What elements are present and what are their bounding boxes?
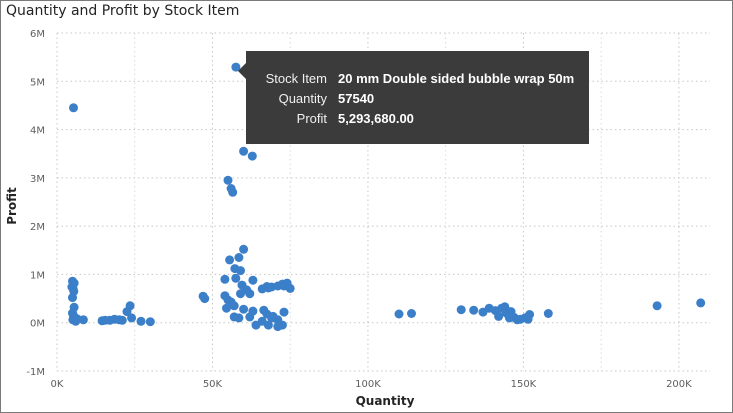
x-tick-label: 150K xyxy=(511,379,537,390)
data-point[interactable] xyxy=(248,275,258,285)
data-point[interactable] xyxy=(543,309,553,318)
data-point[interactable] xyxy=(523,314,533,324)
tooltip-label: Stock Item xyxy=(265,71,327,86)
data-point[interactable] xyxy=(245,312,255,322)
data-point[interactable] xyxy=(251,320,261,330)
data-point[interactable] xyxy=(236,266,245,276)
tooltip-label: Profit xyxy=(296,111,327,126)
chart-title: Quantity and Profit by Stock Item xyxy=(6,3,240,19)
data-point[interactable] xyxy=(117,315,127,325)
data-point[interactable] xyxy=(228,187,238,197)
data-point[interactable] xyxy=(200,294,210,304)
data-point[interactable] xyxy=(279,307,289,317)
y-tick-label: -1M xyxy=(26,367,45,378)
data-point[interactable] xyxy=(127,313,137,323)
data-point[interactable] xyxy=(220,274,230,284)
tooltip-arrow xyxy=(238,63,246,79)
y-tick-label: 5M xyxy=(30,77,45,88)
y-tick-label: 2M xyxy=(30,222,45,233)
tooltip-label: Quantity xyxy=(278,91,327,106)
data-point[interactable] xyxy=(268,311,278,321)
data-point[interactable] xyxy=(277,320,287,330)
y-tick-label: 6M xyxy=(30,29,45,40)
data-point[interactable] xyxy=(234,253,244,262)
data-point[interactable] xyxy=(407,309,416,318)
x-tick-label: 200K xyxy=(666,379,692,390)
y-axis-tick-labels: -1M 0M 1M 2M 3M 4M 5M 6M xyxy=(26,29,45,378)
data-point[interactable] xyxy=(136,316,146,326)
tooltip-value: 20 mm Double sided bubble wrap 50m xyxy=(338,71,575,86)
data-point[interactable] xyxy=(68,293,77,303)
x-axis-tick-labels: 0K 50K 100K 150K 200K xyxy=(51,379,693,390)
y-axis-label: Profit xyxy=(5,187,19,225)
data-point[interactable] xyxy=(239,304,249,314)
tooltip-row-stock-item: Stock Item 20 mm Double sided bubble wra… xyxy=(246,69,589,89)
x-axis-label: Quantity xyxy=(356,394,415,408)
gridlines xyxy=(56,32,710,372)
data-point[interactable] xyxy=(279,281,289,291)
data-point[interactable] xyxy=(469,305,479,315)
y-tick-label: 1M xyxy=(30,270,45,281)
tooltip-value: 57540 xyxy=(338,91,375,106)
data-point[interactable] xyxy=(223,175,233,185)
tooltip-row-quantity: Quantity 57540 xyxy=(246,89,589,109)
data-point[interactable] xyxy=(652,301,662,311)
data-points xyxy=(67,62,706,332)
data-point[interactable] xyxy=(456,305,466,315)
data-point[interactable] xyxy=(494,311,504,321)
data-point[interactable] xyxy=(239,146,249,156)
data-point[interactable] xyxy=(263,320,273,330)
y-tick-label: 4M xyxy=(30,126,45,137)
data-point[interactable] xyxy=(696,298,706,308)
data-point[interactable] xyxy=(236,289,245,299)
data-point[interactable] xyxy=(69,103,78,113)
y-tick-label: 0M xyxy=(30,319,45,330)
data-point[interactable] xyxy=(239,244,249,254)
data-point[interactable] xyxy=(78,315,88,325)
data-point[interactable] xyxy=(231,273,241,283)
data-point[interactable] xyxy=(263,283,273,293)
data-point-tooltip: Stock Item 20 mm Double sided bubble wra… xyxy=(238,51,589,144)
data-point[interactable] xyxy=(394,309,404,319)
data-point[interactable] xyxy=(225,255,235,265)
data-point[interactable] xyxy=(247,151,257,161)
data-point[interactable] xyxy=(234,313,244,323)
data-point[interactable] xyxy=(125,301,135,311)
x-tick-label: 50K xyxy=(203,379,223,390)
y-tick-label: 3M xyxy=(30,174,45,185)
data-point[interactable] xyxy=(145,317,155,327)
tooltip-value: 5,293,680.00 xyxy=(338,111,414,126)
x-tick-label: 0K xyxy=(51,379,64,390)
x-tick-label: 100K xyxy=(355,379,381,390)
tooltip-row-profit: Profit 5,293,680.00 xyxy=(246,109,589,129)
data-point[interactable] xyxy=(222,303,231,313)
data-point[interactable] xyxy=(245,289,255,299)
data-point[interactable] xyxy=(229,301,239,311)
